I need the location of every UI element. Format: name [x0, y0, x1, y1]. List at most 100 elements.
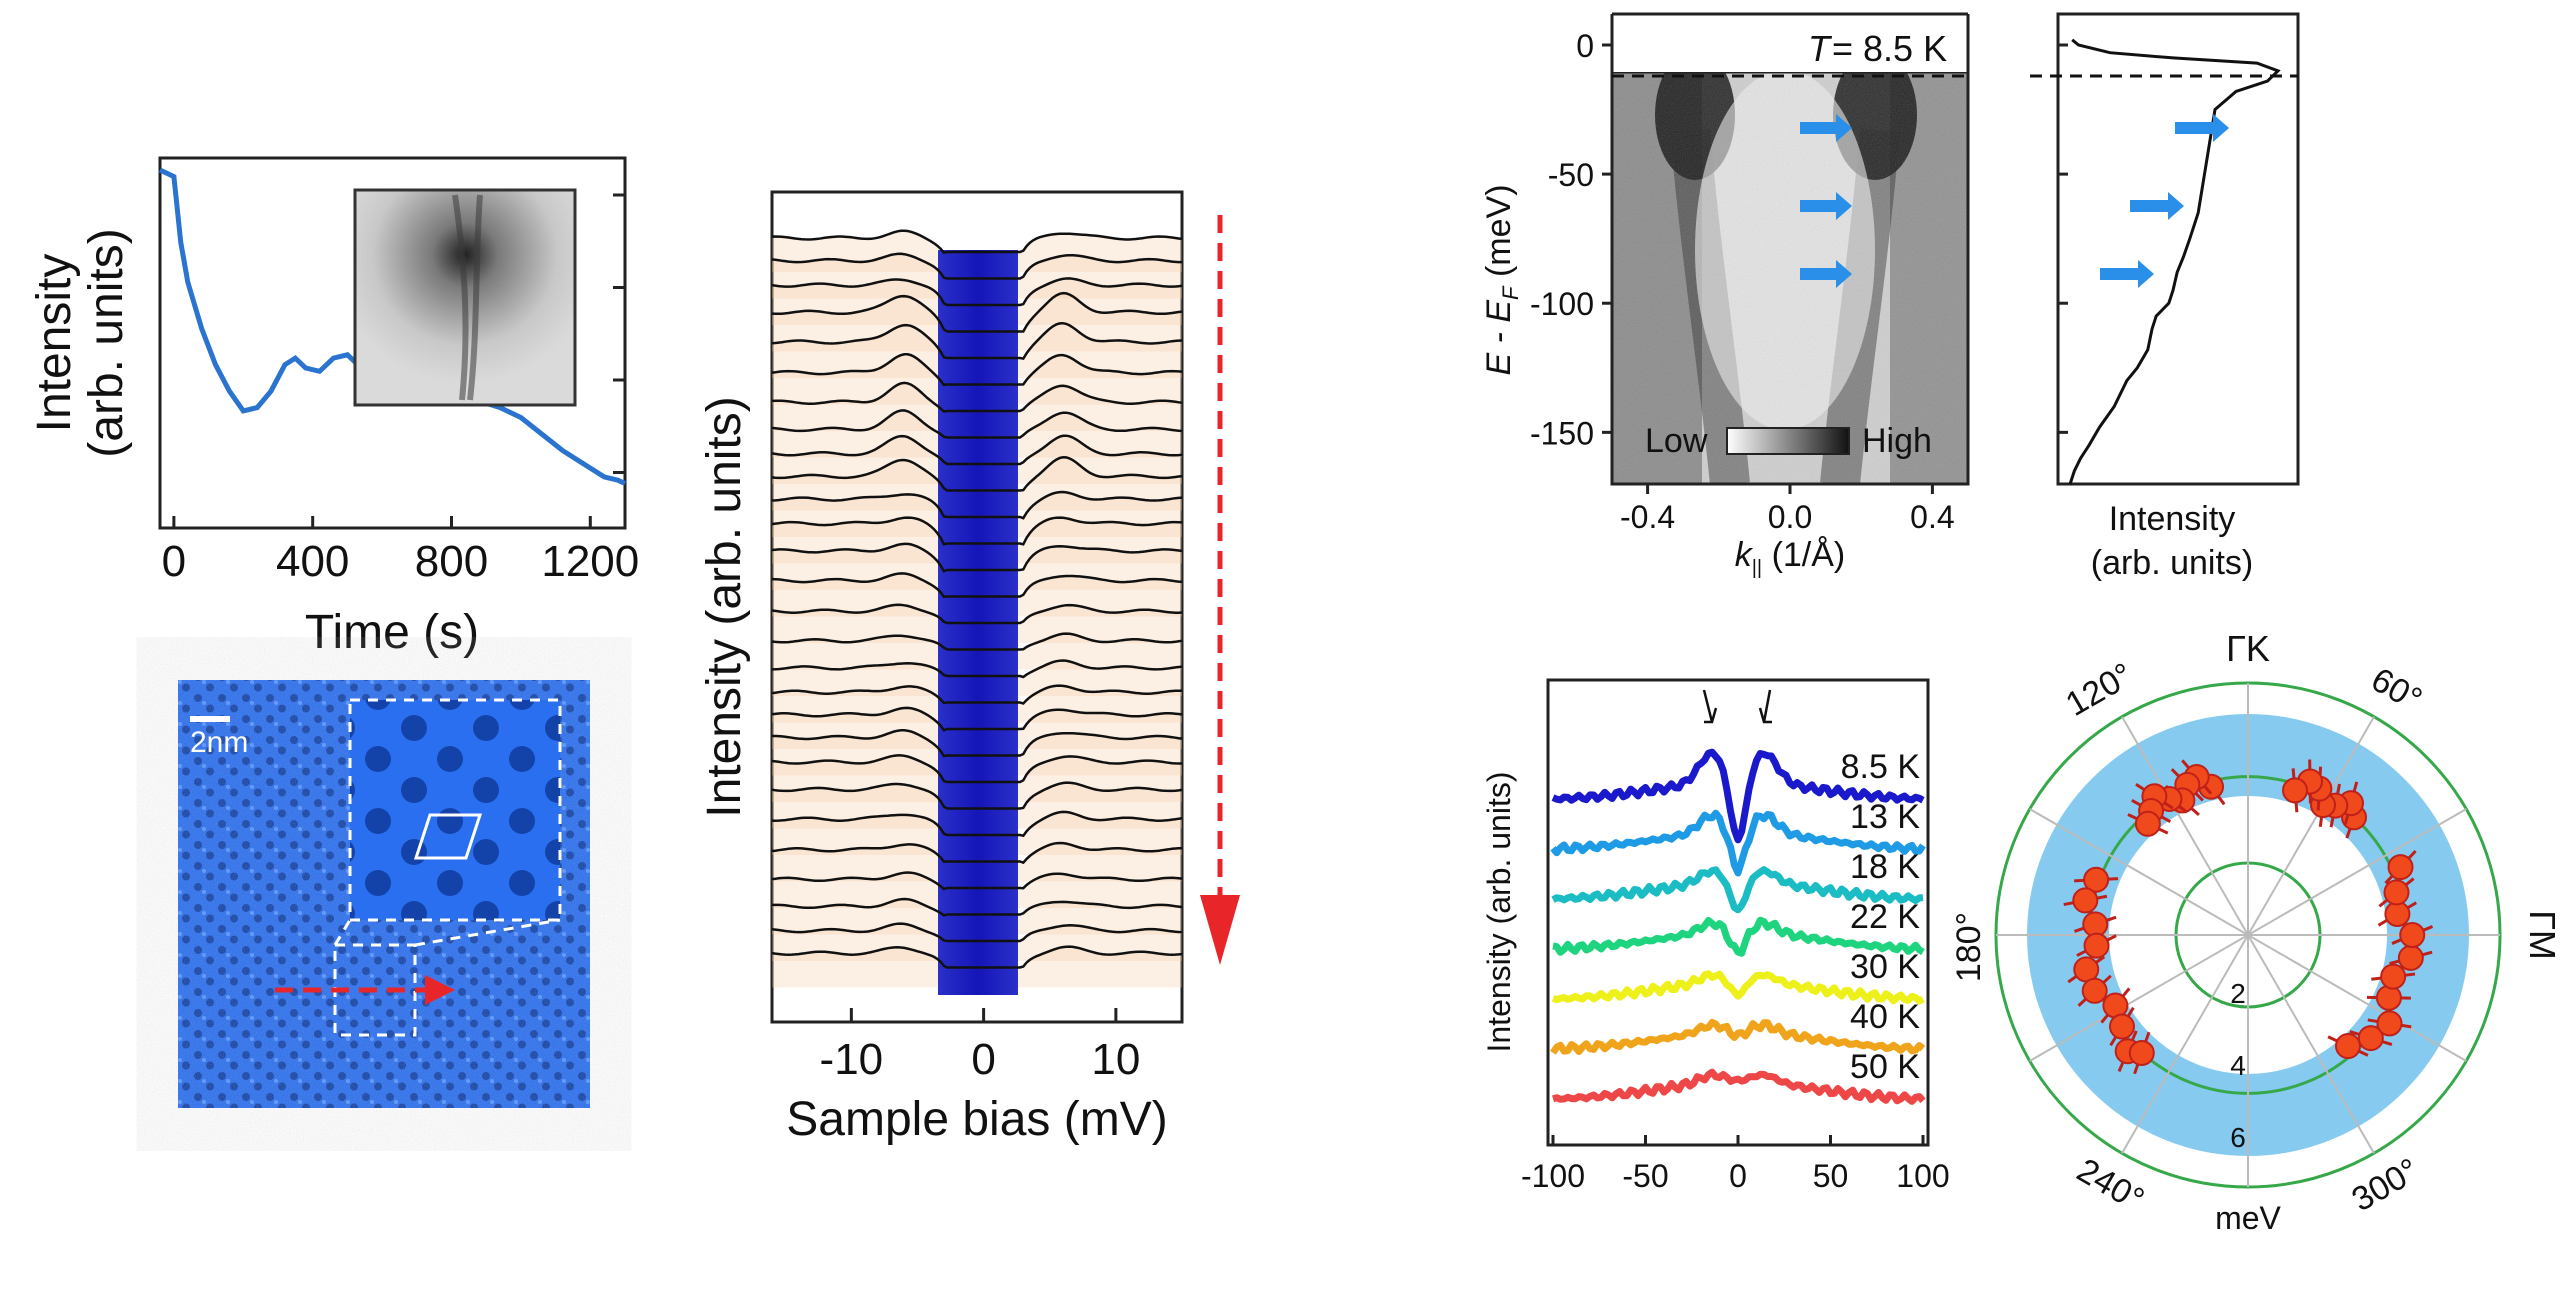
waterfall-curve: [771, 353, 1183, 387]
arpes-ytick-label: -100: [1530, 286, 1594, 322]
polar-spoke: [2029, 808, 2249, 936]
polar-point: [2083, 866, 2110, 893]
arpes-noise: [1612, 72, 1968, 484]
unit-cell-rhombus: [413, 813, 483, 860]
temp-curve: [1552, 916, 1925, 957]
temp-label: 18 K: [1850, 848, 1920, 886]
waterfall-xtick-label: 10: [1091, 1035, 1140, 1084]
waterfall-shade: [772, 253, 1182, 299]
polar-points: [2063, 759, 2434, 1075]
arpes-arrows: [1800, 114, 1852, 288]
waterfall-xtick-label: -10: [820, 1035, 884, 1084]
colorbar-low-label: Low: [1645, 422, 1708, 460]
polar-radial-label: 2: [2230, 978, 2246, 1009]
arpes-xlabel: k|| (1/Å): [1735, 536, 1846, 579]
waterfall-curve: [771, 871, 1183, 891]
time-trace-frame: [158, 156, 627, 530]
waterfall-curve: [771, 291, 1183, 333]
waterfall-curve: [771, 277, 1183, 307]
polar-unit-label: meV: [2215, 1200, 2281, 1236]
polar-point: [2380, 963, 2407, 990]
waterfall-xlabel: Sample bias (mV): [786, 1093, 1167, 1146]
temp-label: 8.5 K: [1841, 748, 1921, 786]
polar-point: [2134, 810, 2161, 837]
waterfall-curve: [771, 516, 1183, 546]
polar-point: [2399, 922, 2426, 948]
waterfall-panel: -10 0 10 Intensity (arb. units) Sample bia…: [698, 190, 1240, 1146]
temperature-symbol: T: [1808, 28, 1833, 69]
waterfall-frame: [770, 190, 1184, 1024]
waterfall-curve: [771, 490, 1183, 520]
waterfall-curve: [771, 897, 1183, 917]
waterfall-curve: [771, 229, 1183, 255]
gap-marker-right: [1758, 689, 1772, 724]
time-ylabel-line1: Intensity: [28, 254, 81, 433]
waterfall-curve: [772, 729, 1183, 758]
polar-spoke: [2121, 716, 2249, 936]
polar-point: [2357, 1025, 2384, 1052]
time-trace-line: [158, 167, 627, 486]
edc-arrow-2: [2130, 192, 2184, 220]
time-xlabel: Time (s): [305, 606, 479, 659]
edc-frame: [2056, 12, 2300, 486]
polar-spoke: [2247, 934, 2375, 1154]
polar-point: [2072, 887, 2099, 914]
edc-panel: Intensity (arb. units): [2030, 12, 2300, 582]
polar-gk-label: ΓK: [2226, 628, 2270, 669]
polar-radial-label: 4: [2230, 1050, 2246, 1081]
edc-ticks: [2058, 43, 2068, 434]
edc-arrow-3: [2100, 260, 2154, 288]
polar-point: [2334, 1033, 2361, 1060]
time-xtick-label: 1200: [541, 537, 639, 586]
polar-point: [2083, 932, 2110, 959]
polar-point: [2397, 944, 2424, 971]
waterfall-curve: [771, 572, 1183, 598]
edc-arrow-1: [2175, 114, 2229, 142]
temp-label: 50 K: [1850, 1048, 1920, 1086]
scale-bar: [190, 716, 230, 722]
edc-line: [2068, 38, 2281, 485]
temp-curve: [1551, 866, 1924, 914]
waterfall-shade: [772, 278, 1182, 325]
temp-label: 13 K: [1850, 798, 1920, 836]
temperature-spectra-panel: -100 -50 0 50 100 8.5 K 13 K 18 K 22 K 30 K 40 K 5…: [1481, 678, 1950, 1194]
arpes-xtick-label: 0.0: [1768, 499, 1812, 535]
waterfall-shading: [772, 230, 1182, 988]
waterfall-curve: [771, 684, 1183, 705]
time-trace-panel: 0 400 800 1200 Intensity (arb. units) Time …: [28, 156, 639, 659]
temp-curve: [1552, 1068, 1926, 1105]
arpes-ytick-label: 0: [1576, 28, 1594, 64]
arpes-xtick-label: -0.4: [1620, 499, 1675, 535]
temp-label: 30 K: [1850, 948, 1920, 986]
colorbar-high-label: High: [1862, 422, 1932, 460]
waterfall-curve: [771, 841, 1182, 865]
temp-series: [1550, 748, 1926, 1105]
polar-point: [2376, 1010, 2403, 1037]
polar-point: [2282, 777, 2309, 804]
stm-zoom-connector-right: [414, 918, 561, 947]
arpes-top-margin: [1612, 14, 1968, 72]
stm-zoom-connector-left: [333, 919, 352, 946]
waterfall-curve: [771, 542, 1183, 573]
waterfall-shade: [772, 543, 1182, 590]
arpes-ticks: 0 -50 -100 -150 -0.4 0.0 0.4: [1530, 12, 1970, 535]
temperature-value: = 8.5 K: [1832, 28, 1947, 69]
polar-spoke: [2247, 934, 2467, 1062]
polar-spoke: [2247, 808, 2467, 936]
gap-marker-left: [1702, 689, 1718, 724]
polar-spoke: [2247, 716, 2375, 936]
waterfall-ylabel: Intensity (arb. units): [698, 396, 751, 818]
scale-bar-label: 2nm: [190, 726, 248, 759]
polar-point: [2081, 977, 2108, 1004]
polar-point: [2128, 1039, 2155, 1066]
polar-point: [2387, 854, 2414, 881]
polar-point: [2073, 956, 2100, 983]
temp-label: 22 K: [1850, 898, 1920, 936]
polar-spoke: [2029, 934, 2249, 1062]
time-xtick-label: 800: [415, 537, 488, 586]
temp-curve: [1550, 1018, 1926, 1055]
temp-label: 40 K: [1850, 998, 1920, 1036]
waterfall-shade: [772, 811, 1182, 855]
edc-xlabel-line1: Intensity: [2109, 500, 2236, 538]
